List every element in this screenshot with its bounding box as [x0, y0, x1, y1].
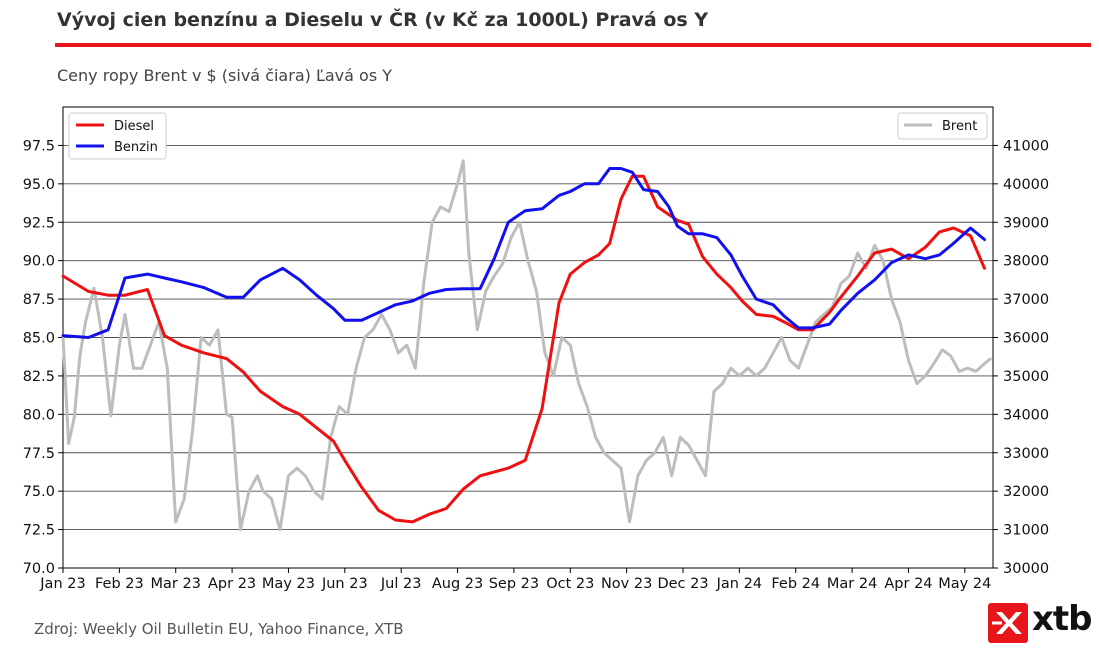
x-tick-label: Jul 23	[380, 576, 422, 592]
left-tick-label: 95.0	[23, 177, 55, 193]
series-lines	[61, 159, 992, 532]
legend-brent-label: Brent	[942, 119, 977, 134]
right-tick-label: 31000	[1003, 523, 1049, 539]
x-tick-label: May 23	[262, 576, 315, 592]
source-note: Zdroj: Weekly Oil Bulletin EU, Yahoo Fin…	[34, 620, 404, 638]
x-tick-label: May 24	[938, 576, 991, 592]
x-tick-label: Dec 23	[657, 576, 708, 592]
x-tick-label: Jan 24	[716, 576, 762, 592]
left-tick-label: 75.0	[23, 484, 55, 500]
legend-right-box	[897, 112, 988, 140]
left-tick-label: 85.0	[23, 331, 55, 347]
x-tick-label: Mar 24	[827, 576, 877, 592]
right-tick-label: 38000	[1003, 254, 1049, 270]
left-tick-label: 82.5	[23, 369, 55, 385]
left-tick-label: 70.0	[23, 561, 55, 577]
x-tick-label: Feb 24	[771, 576, 820, 592]
series-diesel-line	[61, 174, 986, 524]
x-tick-label: Sep 23	[489, 576, 539, 592]
x-tick-label: Apr 24	[884, 576, 932, 592]
x-tick-label: Feb 23	[95, 576, 144, 592]
left-tick-label: 77.5	[23, 446, 55, 462]
x-tick-label: Oct 23	[546, 576, 594, 592]
left-tick-label: 90.0	[23, 254, 55, 270]
left-tick-label: 87.5	[23, 292, 55, 308]
series-benzin-line	[61, 167, 986, 339]
series-brent-line	[61, 159, 992, 532]
right-tick-label: 35000	[1003, 369, 1049, 385]
left-tick-label: 92.5	[23, 215, 55, 231]
legend-benzin-label: Benzin	[114, 140, 158, 155]
xtb-logo: xtb	[988, 599, 1093, 643]
xtb-logo-text: xtb	[1032, 599, 1093, 639]
x-tick-label: Jan 23	[39, 576, 85, 592]
title-underline	[55, 43, 1091, 47]
legend-left: Diesel Benzin	[68, 112, 167, 160]
right-tick-label: 41000	[1003, 138, 1049, 154]
line-chart: 70.0 72.5 75.0 77.5 80.0 82.5 85.0 87.5 90.0 92.5…	[23, 106, 1049, 592]
page-subtitle: Ceny ropy Brent v $ (sivá čiara) Ľavá os…	[57, 66, 393, 85]
right-tick-label: 36000	[1003, 331, 1049, 347]
right-tick-label: 37000	[1003, 292, 1049, 308]
logo-x-icon	[992, 612, 1022, 634]
x-tick-label: Aug 23	[432, 576, 483, 592]
right-tick-label: 34000	[1003, 407, 1049, 423]
xtb-logo-mark	[988, 603, 1028, 643]
x-axis: Jan 23 Feb 23 Mar 23 Apr 23 May 23 Jun 23 Jul …	[39, 568, 991, 592]
right-tick-label: 32000	[1003, 484, 1049, 500]
right-tick-label: 30000	[1003, 561, 1049, 577]
x-tick-label: Jun 23	[321, 576, 368, 592]
legend-diesel-label: Diesel	[114, 119, 154, 134]
right-tick-label: 33000	[1003, 446, 1049, 462]
right-axis: 30000 31000 32000 33000 34000 35000 36000 37000…	[993, 138, 1049, 577]
right-tick-label: 39000	[1003, 215, 1049, 231]
left-tick-label: 72.5	[23, 523, 55, 539]
page-title: Vývoj cien benzínu a Dieselu v ČR (v Kč …	[57, 9, 709, 31]
x-tick-label: Mar 23	[151, 576, 201, 592]
x-tick-label: Nov 23	[601, 576, 652, 592]
x-tick-label: Apr 23	[208, 576, 256, 592]
right-tick-label: 40000	[1003, 177, 1049, 193]
left-tick-label: 80.0	[23, 407, 55, 423]
left-tick-label: 97.5	[23, 138, 55, 154]
left-axis: 70.0 72.5 75.0 77.5 80.0 82.5 85.0 87.5 90.0 92.5…	[23, 138, 63, 577]
legend-right: Brent	[897, 112, 988, 140]
